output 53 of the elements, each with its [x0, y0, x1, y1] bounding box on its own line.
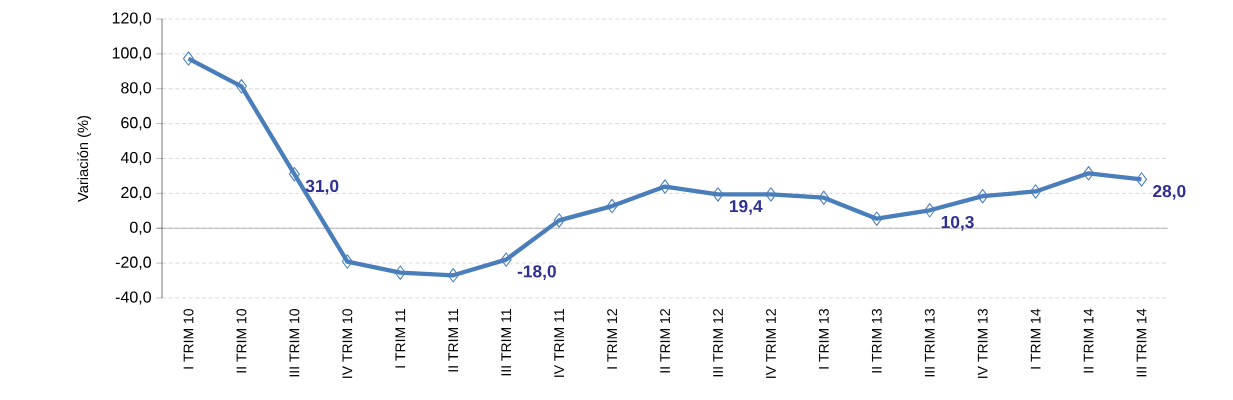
- x-tick-label: IV TRIM 11: [554, 309, 564, 377]
- point: [818, 190, 830, 205]
- x-tick-label: III TRIM 14: [1136, 308, 1147, 377]
- x-tick-label: I TRIM 11: [395, 309, 406, 368]
- point: [500, 252, 512, 267]
- point: [1030, 184, 1042, 199]
- x-tick-label: IV TRIM 10: [342, 308, 353, 378]
- data-label: -18,0: [517, 265, 556, 281]
- y-tick-label: 80,0: [121, 82, 151, 96]
- point: [553, 213, 565, 228]
- point: [659, 179, 671, 194]
- x-tick-label: II TRIM 14: [1083, 308, 1094, 373]
- point: [606, 198, 618, 214]
- x-tick-label: II TRIM 11: [448, 309, 459, 372]
- y-tick-label: 20,0: [121, 186, 151, 200]
- y-tick-label: 100,0: [112, 47, 151, 61]
- data-label: 31,0: [305, 179, 339, 195]
- y-tick-label: 60,0: [121, 117, 151, 131]
- x-tick-label: III TRIM 13: [924, 309, 935, 377]
- point: [447, 268, 459, 283]
- x-tick-label: IV TRIM 13: [977, 309, 988, 378]
- x-tick-label: IV TRIM 12: [766, 309, 776, 378]
- x-tick-label: I TRIM 10: [183, 308, 194, 369]
- point: [765, 187, 777, 202]
- data-label: 28,0: [1153, 185, 1186, 200]
- y-axis-title: Variación (%): [77, 115, 92, 202]
- y-tick-label: -40,0: [115, 291, 151, 305]
- x-tick-label: III TRIM 10: [289, 308, 300, 377]
- point: [394, 265, 406, 280]
- point: [712, 187, 724, 202]
- x-tick-label: II TRIM 10: [236, 308, 247, 373]
- point: [871, 211, 883, 226]
- x-tick-label: I TRIM 12: [607, 309, 617, 369]
- x-tick-label: III TRIM 12: [713, 309, 723, 377]
- x-tick-label: II TRIM 12: [660, 309, 670, 373]
- x-tick-label: I TRIM 13: [818, 309, 829, 369]
- point: [1083, 166, 1095, 181]
- y-tick-label: 40,0: [120, 151, 151, 166]
- point: [288, 166, 300, 182]
- x-tick-label: II TRIM 13: [871, 309, 882, 373]
- y-tick-label: -20,0: [115, 256, 151, 270]
- x-tick-label: III TRIM 11: [501, 309, 511, 376]
- point: [1135, 172, 1148, 187]
- data-label: 10,3: [941, 215, 974, 231]
- point: [924, 203, 936, 218]
- point: [977, 188, 989, 204]
- x-tick-label: I TRIM 14: [1030, 308, 1041, 369]
- point: [182, 51, 195, 66]
- y-tick-label: 120,0: [112, 12, 151, 26]
- data-label: 19,4: [729, 200, 763, 215]
- point: [235, 79, 247, 94]
- y-tick-label: 0,0: [130, 221, 151, 235]
- point: [341, 254, 353, 269]
